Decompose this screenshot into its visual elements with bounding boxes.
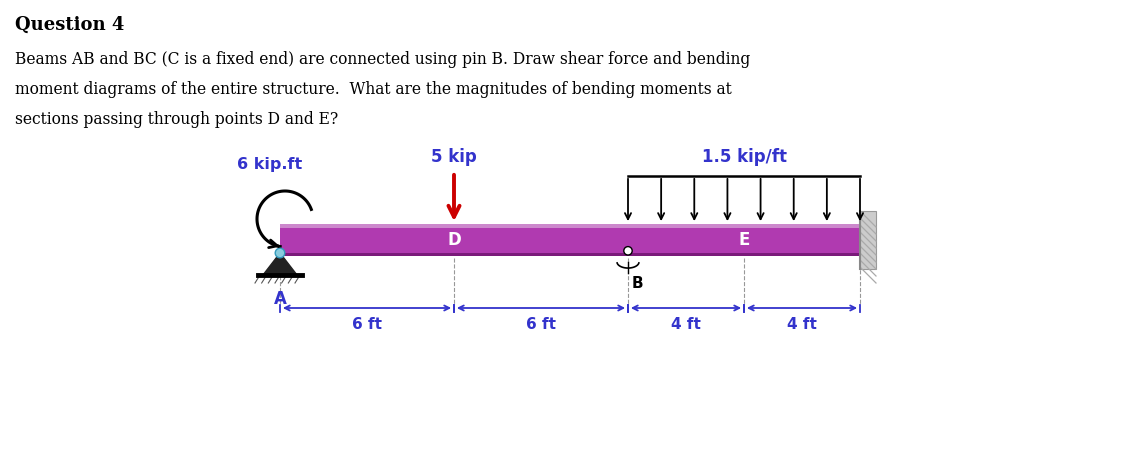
Text: 6 ft: 6 ft bbox=[526, 317, 556, 332]
Text: 5 kip: 5 kip bbox=[431, 148, 477, 166]
Text: 4 ft: 4 ft bbox=[671, 317, 701, 332]
Bar bbox=[280, 224, 628, 256]
Text: 6 ft: 6 ft bbox=[352, 317, 382, 332]
Text: D: D bbox=[447, 231, 461, 249]
Text: Question 4: Question 4 bbox=[15, 16, 124, 34]
Text: A: A bbox=[274, 290, 286, 308]
Text: Beams AB and BC (C is a fixed end) are connected using pin B. Draw shear force a: Beams AB and BC (C is a fixed end) are c… bbox=[15, 51, 750, 68]
Text: moment diagrams of the entire structure.  What are the magnitudes of bending mom: moment diagrams of the entire structure.… bbox=[15, 81, 732, 98]
Text: C: C bbox=[862, 254, 874, 272]
Text: sections passing through points D and E?: sections passing through points D and E? bbox=[15, 111, 339, 128]
Circle shape bbox=[624, 247, 633, 255]
Text: 6 kip.ft: 6 kip.ft bbox=[237, 157, 302, 172]
Bar bbox=[628, 253, 860, 256]
Text: 4 ft: 4 ft bbox=[787, 317, 817, 332]
Bar bbox=[628, 224, 860, 256]
Polygon shape bbox=[263, 253, 298, 275]
Bar bbox=[628, 224, 860, 228]
Bar bbox=[280, 253, 628, 256]
Text: E: E bbox=[739, 231, 750, 249]
Text: 1.5 kip/ft: 1.5 kip/ft bbox=[701, 148, 787, 166]
Bar bbox=[280, 224, 628, 228]
Text: B: B bbox=[632, 276, 644, 291]
Bar bbox=[860, 211, 876, 269]
Circle shape bbox=[275, 248, 285, 258]
